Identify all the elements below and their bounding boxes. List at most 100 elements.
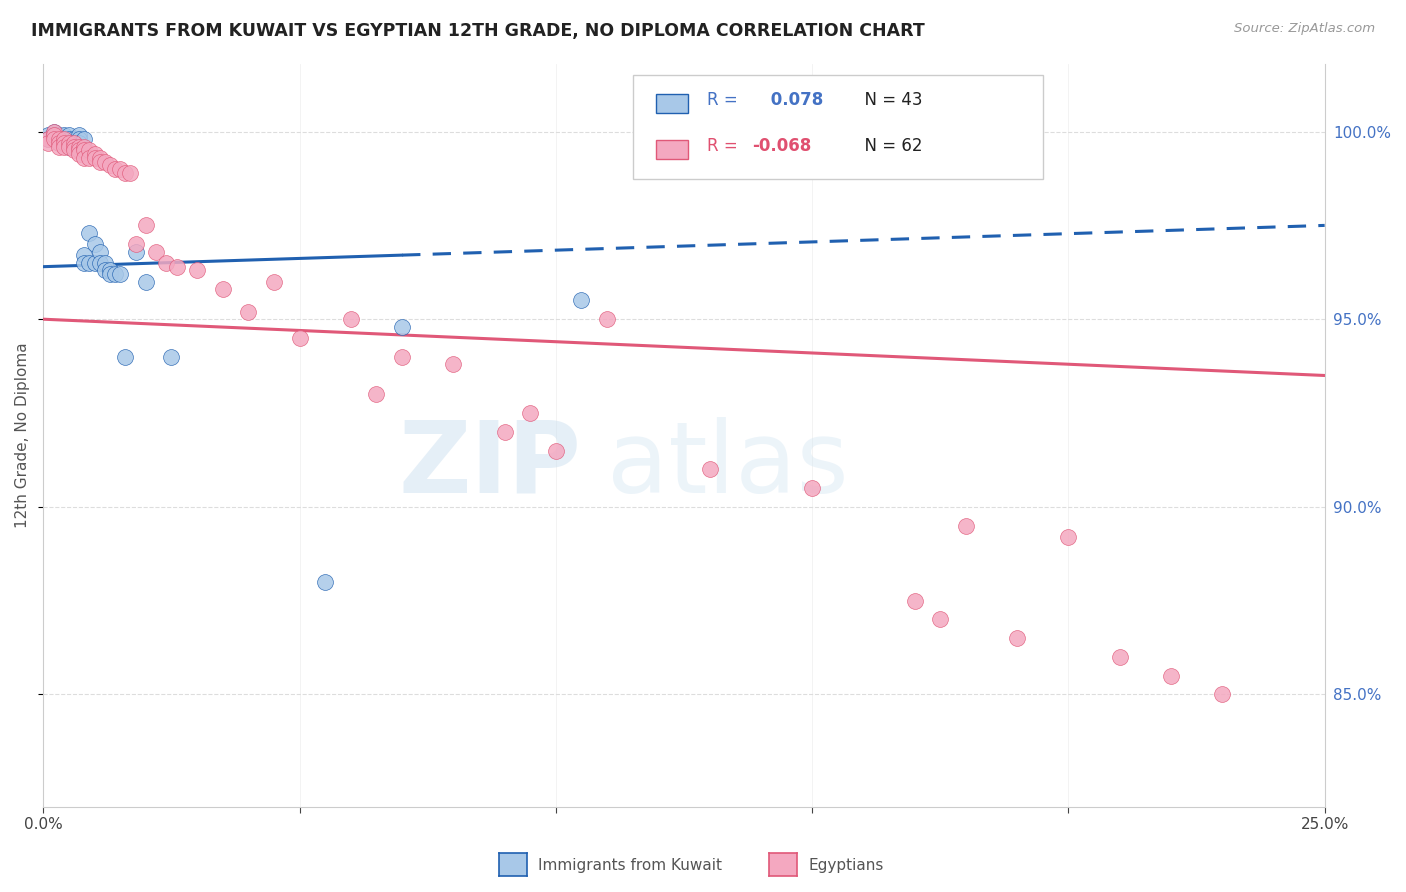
- Point: [114, 350, 136, 364]
- Point: [63, 139, 86, 153]
- Point: [166, 260, 188, 274]
- Point: [58, 139, 80, 153]
- Point: [67, 139, 90, 153]
- Point: [37, 136, 59, 150]
- Point: [544, 443, 567, 458]
- Point: [263, 275, 285, 289]
- Point: [58, 136, 80, 150]
- Point: [63, 136, 86, 150]
- Point: [94, 256, 117, 270]
- Point: [1005, 631, 1028, 645]
- Point: [1160, 668, 1182, 682]
- Point: [52, 128, 75, 143]
- Point: [135, 219, 157, 233]
- Text: IMMIGRANTS FROM KUWAIT VS EGYPTIAN 12TH GRADE, NO DIPLOMA CORRELATION CHART: IMMIGRANTS FROM KUWAIT VS EGYPTIAN 12TH …: [31, 22, 925, 40]
- FancyBboxPatch shape: [655, 95, 688, 112]
- Point: [48, 132, 70, 146]
- Text: 0.078: 0.078: [765, 91, 823, 109]
- Point: [48, 128, 70, 143]
- FancyBboxPatch shape: [633, 75, 1043, 179]
- Point: [52, 132, 75, 146]
- Point: [94, 154, 117, 169]
- Point: [288, 331, 311, 345]
- Point: [63, 144, 86, 158]
- Point: [67, 147, 90, 161]
- Text: N = 43: N = 43: [855, 91, 922, 109]
- Point: [114, 166, 136, 180]
- Point: [67, 128, 90, 143]
- Point: [73, 139, 96, 153]
- Point: [155, 256, 177, 270]
- Point: [186, 263, 208, 277]
- Point: [79, 144, 101, 158]
- Text: Immigrants from Kuwait: Immigrants from Kuwait: [538, 858, 723, 872]
- Point: [104, 162, 127, 177]
- Point: [48, 136, 70, 150]
- Point: [79, 151, 101, 165]
- Point: [89, 151, 111, 165]
- Point: [52, 132, 75, 146]
- Point: [79, 226, 101, 240]
- Point: [37, 132, 59, 146]
- Point: [391, 319, 413, 334]
- Point: [63, 139, 86, 153]
- Point: [441, 357, 464, 371]
- Point: [67, 139, 90, 153]
- Point: [48, 132, 70, 146]
- Point: [48, 136, 70, 150]
- Point: [699, 462, 721, 476]
- Point: [42, 132, 65, 146]
- Point: [340, 312, 363, 326]
- FancyBboxPatch shape: [655, 140, 688, 159]
- Point: [494, 425, 516, 439]
- Y-axis label: 12th Grade, No Diploma: 12th Grade, No Diploma: [15, 343, 30, 528]
- Point: [83, 151, 105, 165]
- Point: [73, 248, 96, 262]
- Point: [366, 387, 388, 401]
- Text: Egyptians: Egyptians: [808, 858, 884, 872]
- Point: [89, 256, 111, 270]
- Point: [83, 256, 105, 270]
- Point: [1108, 649, 1130, 664]
- Point: [37, 128, 59, 143]
- Point: [67, 136, 90, 150]
- Point: [52, 139, 75, 153]
- Text: atlas: atlas: [607, 417, 849, 514]
- Text: N = 62: N = 62: [855, 136, 922, 155]
- Point: [48, 139, 70, 153]
- Point: [58, 128, 80, 143]
- Text: R =: R =: [707, 91, 742, 109]
- Point: [73, 256, 96, 270]
- Point: [52, 136, 75, 150]
- Point: [571, 293, 593, 308]
- Text: -0.068: -0.068: [752, 136, 811, 155]
- Point: [391, 350, 413, 364]
- Point: [110, 162, 132, 177]
- Point: [596, 312, 619, 326]
- Point: [801, 481, 824, 495]
- Point: [120, 166, 142, 180]
- Text: ZIP: ZIP: [399, 417, 582, 514]
- Point: [67, 132, 90, 146]
- Point: [98, 263, 121, 277]
- Point: [1057, 530, 1080, 544]
- Point: [104, 267, 127, 281]
- Point: [37, 132, 59, 146]
- Point: [211, 282, 233, 296]
- Point: [519, 406, 541, 420]
- Point: [42, 128, 65, 143]
- Point: [83, 237, 105, 252]
- Text: Source: ZipAtlas.com: Source: ZipAtlas.com: [1234, 22, 1375, 36]
- Point: [58, 136, 80, 150]
- Point: [145, 244, 167, 259]
- Text: R =: R =: [707, 136, 742, 155]
- Point: [58, 139, 80, 153]
- Point: [42, 125, 65, 139]
- Point: [929, 612, 952, 626]
- Point: [63, 136, 86, 150]
- Point: [238, 304, 260, 318]
- Point: [98, 158, 121, 172]
- Point: [98, 267, 121, 281]
- Point: [314, 574, 336, 589]
- Point: [67, 144, 90, 158]
